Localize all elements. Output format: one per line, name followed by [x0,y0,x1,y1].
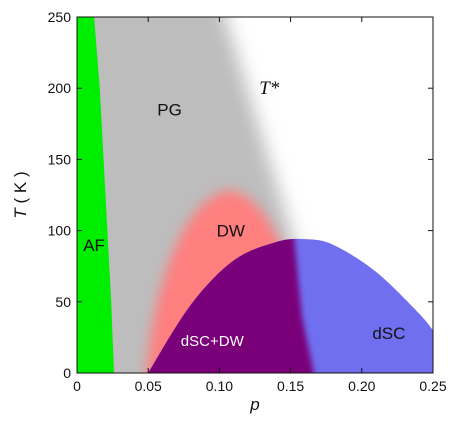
region-label-af: AF [83,236,105,255]
y-axis: 0 50 100 150 200 250 [48,9,433,381]
y-tick-label: 100 [48,223,72,239]
region-label-pg: PG [157,101,182,120]
y-axis-title-unit: ( K ) [11,171,30,208]
y-tick-label: 250 [48,9,72,25]
x-axis-title: p [249,395,259,414]
axes: 0 0.05 0.10 0.15 0.20 0.25 0 50 100 150 200 250 [48,9,447,394]
plot-area [77,17,433,373]
x-tick-label: 0.25 [419,378,446,394]
af-region [77,17,115,373]
x-tick-label: 0.05 [135,378,162,394]
y-tick-label: 0 [63,365,71,381]
region-label-dsc-dw: dSC+DW [181,333,245,350]
y-tick-label: 150 [48,151,72,167]
y-axis-title: T ( K ) [11,171,30,218]
region-labels: AF PG T* DW dSC+DW dSC [83,78,405,350]
x-tick-label: 0 [73,378,81,394]
y-tick-label: 200 [48,80,72,96]
x-tick-label: 0.20 [348,378,375,394]
svg-text:T ( K ): T ( K ) [11,171,30,218]
region-label-t: T* [259,78,280,99]
y-tick-label: 50 [55,294,71,310]
region-label-dsc: dSC [372,324,405,343]
x-axis: 0 0.05 0.10 0.15 0.20 0.25 [73,17,447,394]
x-tick-label: 0.10 [206,378,233,394]
plot-frame [76,16,434,374]
x-tick-label: 0.15 [277,378,304,394]
y-axis-title-symbol: T [11,207,30,219]
region-label-dw: DW [217,222,245,241]
af-area [77,17,115,373]
